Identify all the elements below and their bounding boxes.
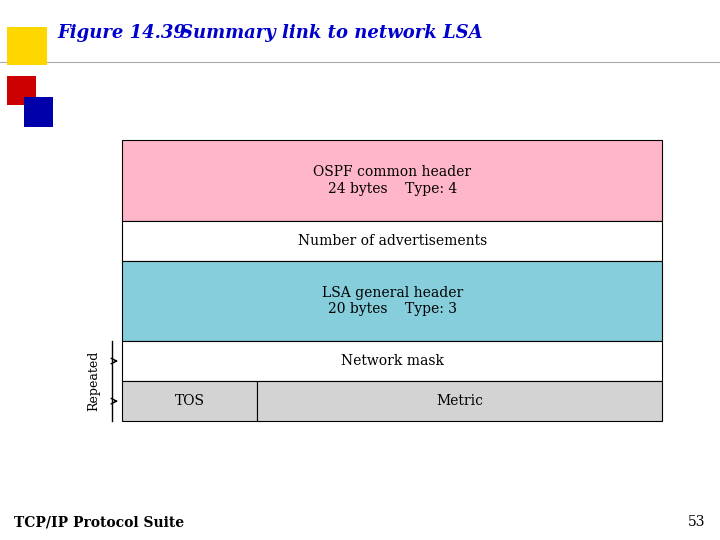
Text: Number of advertisements: Number of advertisements xyxy=(298,234,487,248)
Text: OSPF common header
24 bytes    Type: 4: OSPF common header 24 bytes Type: 4 xyxy=(313,165,472,195)
FancyBboxPatch shape xyxy=(122,140,662,221)
FancyBboxPatch shape xyxy=(7,27,47,65)
FancyBboxPatch shape xyxy=(24,97,53,127)
FancyBboxPatch shape xyxy=(122,261,662,341)
FancyBboxPatch shape xyxy=(7,76,36,105)
FancyBboxPatch shape xyxy=(122,221,662,261)
FancyBboxPatch shape xyxy=(122,341,662,381)
Text: 53: 53 xyxy=(688,515,706,529)
Text: Summary link to network LSA: Summary link to network LSA xyxy=(155,24,482,42)
Text: TOS: TOS xyxy=(175,394,205,408)
Text: Metric: Metric xyxy=(436,394,483,408)
Text: LSA general header
20 bytes    Type: 3: LSA general header 20 bytes Type: 3 xyxy=(322,286,463,316)
Text: TCP/IP Protocol Suite: TCP/IP Protocol Suite xyxy=(14,515,184,529)
Text: Repeated: Repeated xyxy=(87,351,100,411)
Text: Network mask: Network mask xyxy=(341,354,444,368)
Text: Figure 14.39: Figure 14.39 xyxy=(58,24,186,42)
FancyBboxPatch shape xyxy=(258,381,662,421)
FancyBboxPatch shape xyxy=(122,381,258,421)
